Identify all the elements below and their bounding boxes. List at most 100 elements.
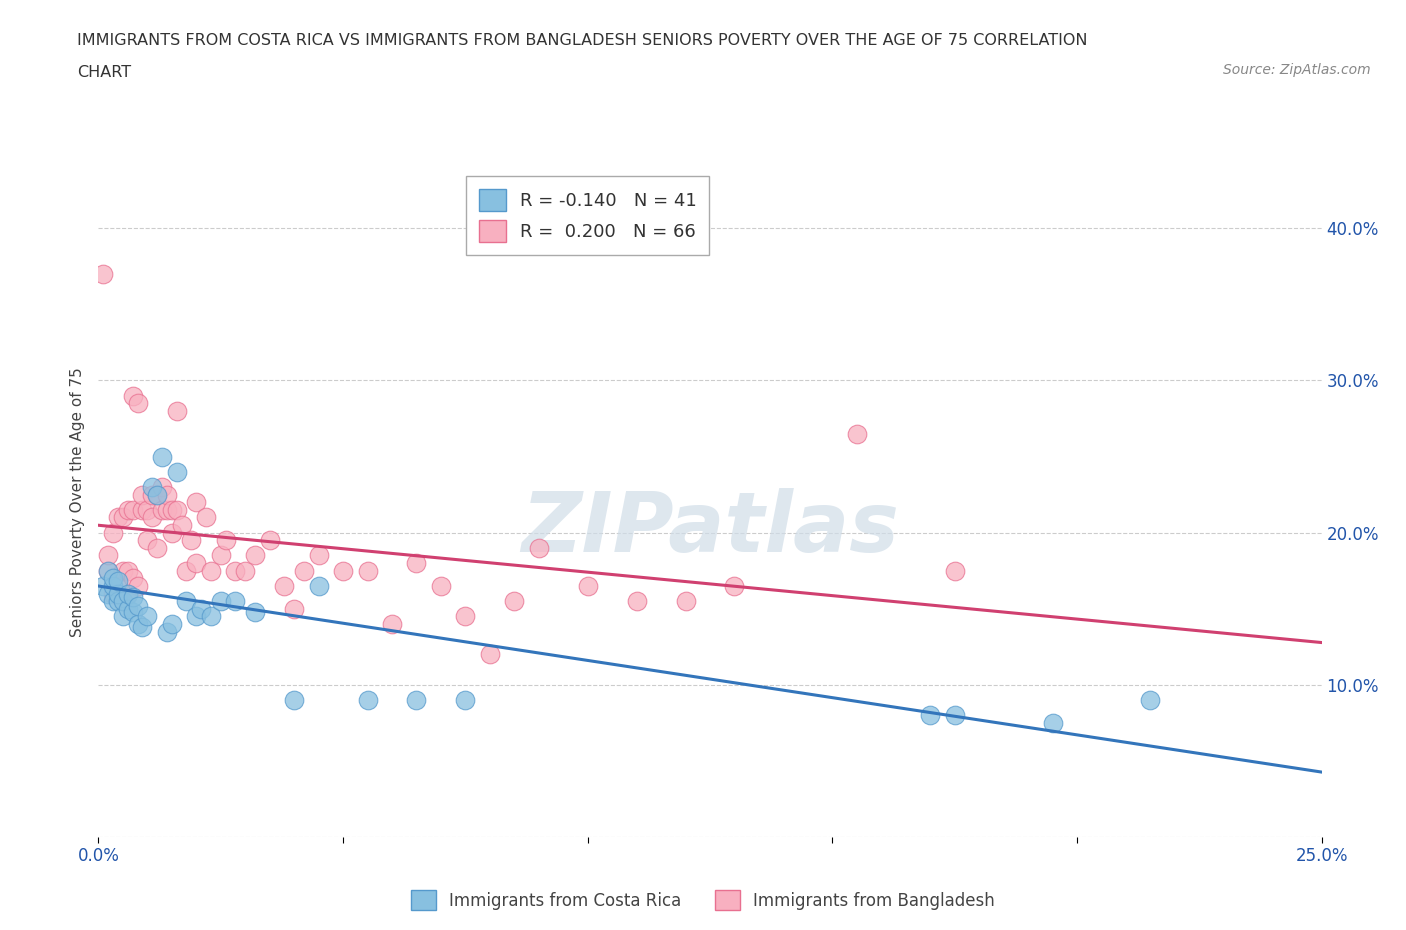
Legend: Immigrants from Costa Rica, Immigrants from Bangladesh: Immigrants from Costa Rica, Immigrants f… [405,884,1001,917]
Point [503,593,526,608]
Point [131,487,153,502]
Point [131,502,153,517]
Point [111,593,134,608]
Point [101,525,124,540]
Point [292,564,315,578]
Point [186,555,208,570]
Point [243,604,266,619]
Text: ZIPatlas: ZIPatlas [522,488,898,569]
Point [675,593,697,608]
Point [107,586,129,601]
Point [117,586,139,601]
Point [117,586,139,601]
Point [200,609,222,624]
Point [186,495,208,510]
Point [214,533,236,548]
Point [127,598,149,613]
Point [209,548,232,563]
Point [243,548,266,563]
Point [136,609,159,624]
Text: CHART: CHART [77,65,131,80]
Point [97,548,120,563]
Point [136,502,159,517]
Point [117,602,139,617]
Point [943,708,966,723]
Point [723,578,745,593]
Point [101,578,124,593]
Point [121,502,143,517]
Point [146,540,169,555]
Point [308,548,330,563]
Point [576,578,599,593]
Point [233,564,256,578]
Point [150,502,173,517]
Point [478,647,501,662]
Point [121,571,143,586]
Point [101,593,124,608]
Point [156,624,179,639]
Point [141,487,163,502]
Point [156,502,179,517]
Point [117,502,139,517]
Point [107,578,129,593]
Point [160,617,183,631]
Point [146,487,169,502]
Point [160,525,183,540]
Point [101,586,124,601]
Point [190,602,212,617]
Point [107,574,129,589]
Point [259,533,281,548]
Point [136,533,159,548]
Point [111,593,134,608]
Point [224,593,246,608]
Point [141,480,163,495]
Point [283,602,305,617]
Point [111,510,134,525]
Point [121,589,143,604]
Point [127,617,149,631]
Text: Source: ZipAtlas.com: Source: ZipAtlas.com [1223,63,1371,77]
Point [91,578,114,593]
Point [224,564,246,578]
Point [273,578,295,593]
Point [454,693,477,708]
Point [97,586,120,601]
Point [127,396,149,411]
Point [141,510,163,525]
Point [176,593,198,608]
Point [943,564,966,578]
Point [111,609,134,624]
Point [1042,715,1064,730]
Y-axis label: Seniors Poverty Over the Age of 75: Seniors Poverty Over the Age of 75 [70,367,86,637]
Point [107,510,129,525]
Point [180,533,202,548]
Point [283,693,305,708]
Point [381,617,404,631]
Point [111,564,134,578]
Point [626,593,648,608]
Point [920,708,942,723]
Point [186,609,208,624]
Point [527,540,550,555]
Point [166,404,188,418]
Legend: R = -0.140   N = 41, R =  0.200   N = 66: R = -0.140 N = 41, R = 0.200 N = 66 [465,177,710,255]
Point [150,480,173,495]
Point [97,564,120,578]
Point [356,564,378,578]
Point [454,609,477,624]
Point [107,593,129,608]
Point [101,571,124,586]
Point [308,578,330,593]
Point [176,564,198,578]
Point [121,388,143,403]
Point [356,693,378,708]
Point [91,267,114,282]
Point [332,564,354,578]
Point [405,555,427,570]
Point [117,564,139,578]
Point [121,604,143,619]
Point [166,502,188,517]
Point [170,518,193,533]
Point [845,426,868,441]
Point [131,619,153,634]
